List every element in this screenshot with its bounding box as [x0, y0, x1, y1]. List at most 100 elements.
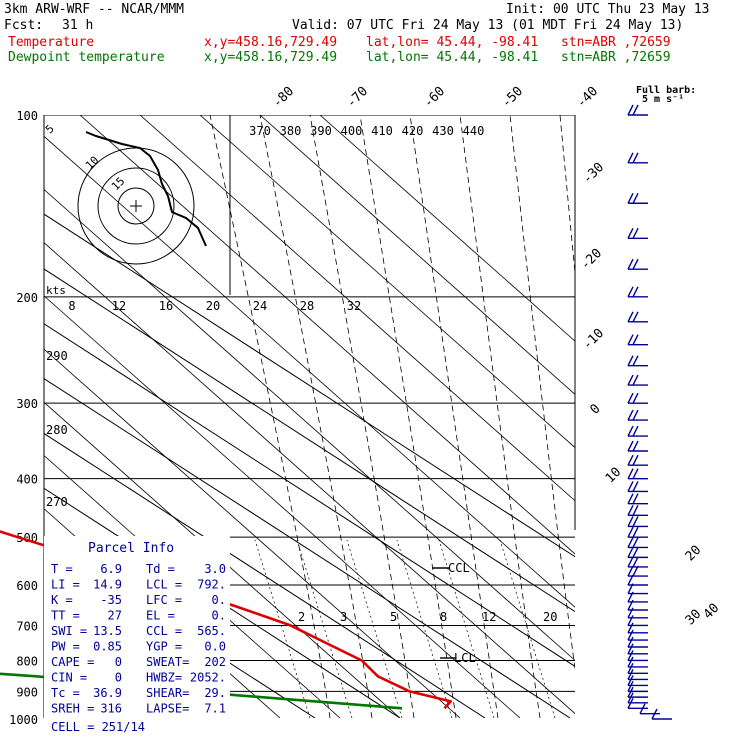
- parcel-field-value: 0: [115, 671, 122, 685]
- dewpoint-latlon: lat,lon= 45.44, -98.41: [366, 50, 539, 65]
- isotherm-line: [44, 213, 575, 558]
- barb-flag: [627, 692, 634, 704]
- parcel-field-label: LI =: [51, 578, 80, 592]
- barb-flag: [627, 425, 634, 437]
- parcel-field-label: CCL =: [146, 624, 182, 638]
- parcel-field-label: EL =: [146, 609, 175, 623]
- barb-flag: [632, 425, 639, 437]
- dry-adiabat-line: [319, 115, 575, 342]
- parcel-field-value: 7.1: [204, 702, 226, 716]
- wind-barb: [639, 703, 660, 715]
- parcel-field-label: TT =: [51, 609, 80, 623]
- hodograph-unit-label: kts: [46, 284, 66, 297]
- dry-adiabat-line: [44, 242, 575, 715]
- pressure-label: 100: [16, 109, 38, 123]
- barb-flag: [627, 656, 634, 668]
- barb-flag: [627, 547, 634, 558]
- barb-flag: [627, 258, 634, 270]
- wind-barb: [627, 656, 648, 668]
- hodograph-ring-label: 10: [83, 154, 102, 173]
- ccl-annotation: CCL: [448, 561, 470, 575]
- wind-barb: [627, 615, 648, 627]
- dry-adiabat-line: [199, 115, 575, 449]
- parcel-field-label: LCL =: [146, 578, 182, 592]
- barb-flag: [627, 227, 634, 239]
- mixing-ratio-label: 12: [482, 610, 496, 624]
- barb-flag: [627, 440, 634, 452]
- barb-flag: [632, 355, 639, 366]
- lcl-annotation: LCL: [454, 651, 476, 665]
- barb-flag: [632, 516, 639, 527]
- theta-label: 390: [310, 124, 332, 138]
- theta-label: 410: [371, 124, 393, 138]
- forecast-label: Fcst:: [4, 18, 44, 33]
- hodograph-ring: [117, 187, 155, 225]
- pressure-label: 1000: [9, 713, 38, 727]
- parcel-field-value: 3.0: [204, 562, 226, 576]
- wind-barb: [627, 454, 648, 466]
- mixing-ratio-line: [396, 539, 453, 718]
- isotherm-line: [44, 378, 571, 718]
- parcel-field-value: 14.9: [93, 578, 122, 592]
- parcel-field-value: 27: [108, 609, 122, 623]
- wind-barb: [627, 583, 648, 595]
- wind-barb: [627, 547, 648, 559]
- mixing-ratio-line: [438, 539, 495, 718]
- parcel-field-value: 29.: [204, 686, 226, 700]
- temperature-station: stn=ABR ,72659: [561, 35, 671, 50]
- isotherm-label: -20: [578, 246, 605, 273]
- barb-flag: [632, 409, 639, 421]
- theta-label-left: 290: [46, 349, 68, 363]
- parcel-field-label: CAPE =: [51, 655, 94, 669]
- pressure-label: 300: [16, 397, 38, 411]
- dry-adiabat-line: [139, 115, 575, 502]
- barb-flag: [627, 681, 634, 692]
- parcel-field-value: 0.: [212, 609, 226, 623]
- barb-flag: [627, 650, 634, 661]
- pressure-label: 900: [16, 685, 38, 699]
- wind-barb: [651, 708, 672, 720]
- mixing-ratio-line: [346, 539, 403, 718]
- barb-flag: [627, 526, 634, 538]
- wind-barb: [627, 556, 648, 568]
- barb-flag: [632, 227, 639, 239]
- hodograph-speed-label: 28: [300, 299, 314, 313]
- barb-flag: [627, 493, 634, 504]
- isotherm-line: [44, 323, 575, 667]
- parcel-field-label: SWEAT=: [146, 655, 189, 669]
- pressure-label: 400: [16, 473, 38, 487]
- moist-adiabat-curve: [509, 115, 575, 672]
- barb-flag: [627, 334, 634, 345]
- barb-flag: [632, 334, 639, 345]
- wind-barb: [627, 468, 648, 480]
- wind-barb: [627, 574, 648, 586]
- barb-flag: [632, 454, 639, 466]
- barb-flag: [627, 468, 634, 479]
- wind-barb: [627, 258, 648, 270]
- wind-barb: [627, 286, 648, 298]
- barb-flag: [632, 374, 639, 386]
- parcel-box-bg: [44, 536, 230, 718]
- theta-label: 430: [432, 124, 454, 138]
- dewpoint-station: stn=ABR ,72659: [561, 50, 671, 65]
- barb-flag: [627, 392, 634, 404]
- barb-flag: [627, 574, 634, 586]
- barb-flag: [627, 599, 634, 611]
- parcel-field-label: YGP =: [146, 640, 182, 654]
- parcel-field-label: T =: [51, 562, 73, 576]
- mixing-ratio-line: [499, 539, 556, 718]
- parcel-field-label: SHEAR=: [146, 686, 189, 700]
- wind-barb: [627, 440, 648, 452]
- barb-flag: [627, 537, 634, 548]
- pressure-label: 200: [16, 291, 38, 305]
- isotherm-label: -40: [574, 84, 601, 111]
- temperature-xy: x,y=458.16,729.49: [204, 35, 338, 50]
- barb-flag: [632, 258, 639, 270]
- wind-barb: [627, 650, 648, 662]
- parcel-field-label: K =: [51, 593, 73, 607]
- dewpoint-legend: Dewpoint temperature: [8, 50, 165, 65]
- parcel-field-label: SREH =: [51, 702, 94, 716]
- barb-flag: [627, 622, 634, 634]
- barb-flag: [627, 583, 634, 594]
